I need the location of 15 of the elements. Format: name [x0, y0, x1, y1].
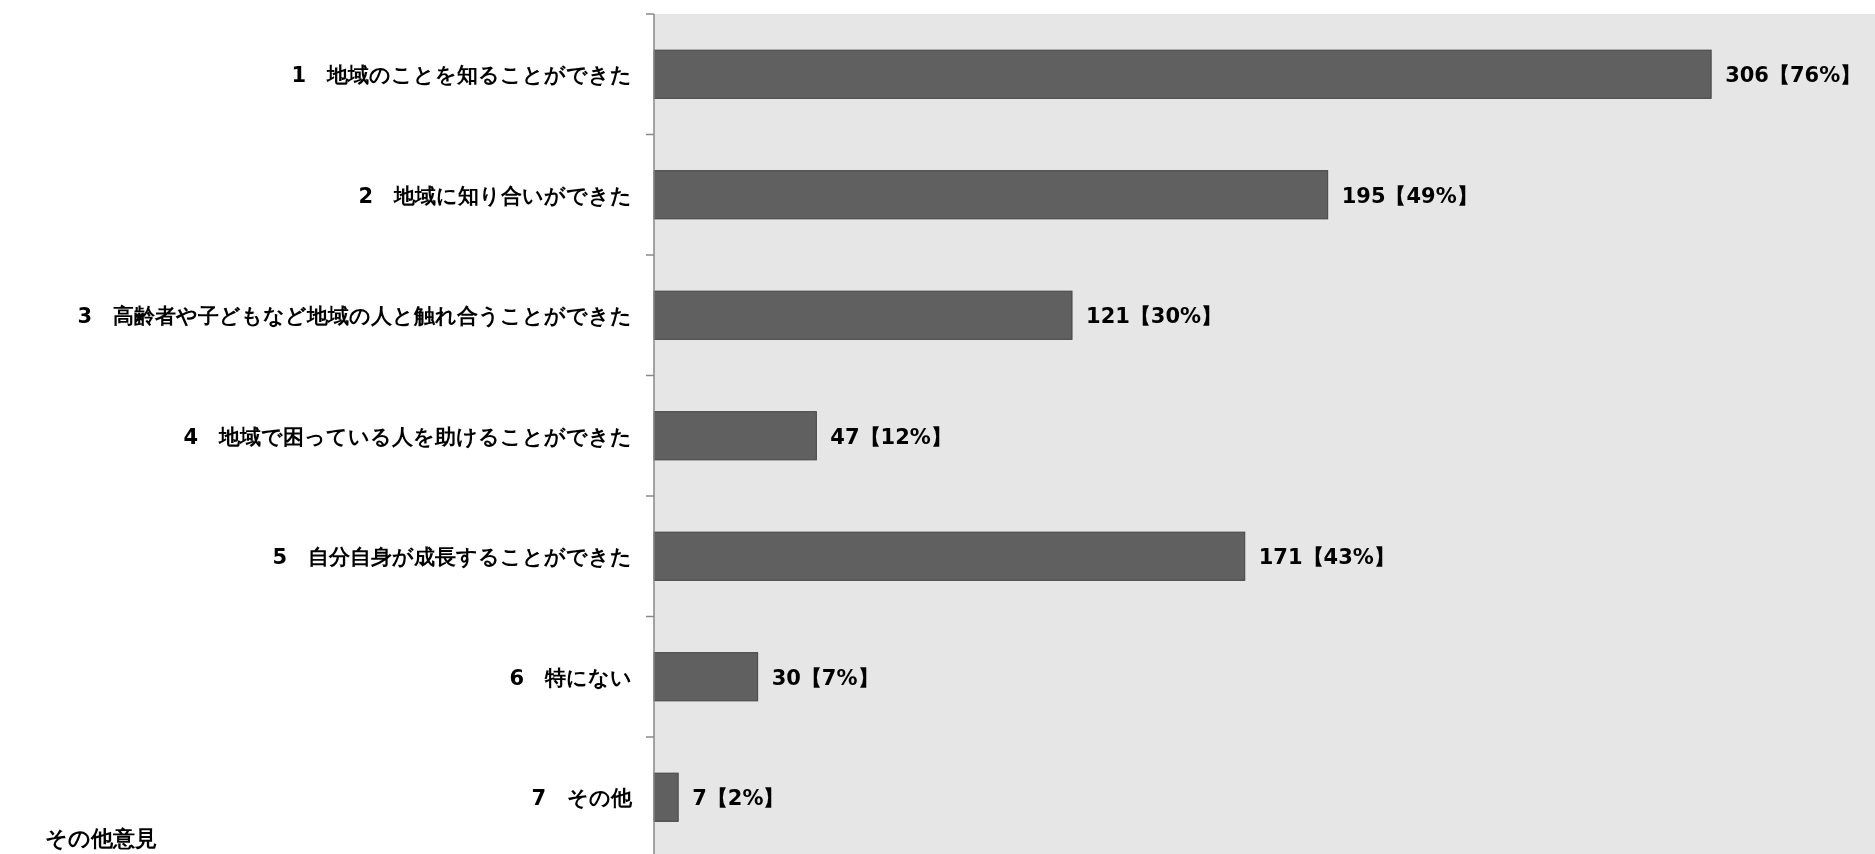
data-label: 30【7%】 — [771, 665, 879, 690]
data-label: 171【43%】 — [1258, 545, 1395, 570]
data-label: 47【12%】 — [830, 424, 952, 449]
data-label: 121【30%】 — [1086, 304, 1223, 329]
y-tick-label: 3 高齢者や子どもなど地域の人と触れ合うことができた — [77, 304, 632, 329]
y-tick-label: 6 特にない — [509, 665, 632, 690]
data-label: 195【49%】 — [1341, 183, 1478, 208]
data-label: 306【76%】 — [1725, 63, 1862, 88]
data-label: 7【2%】 — [692, 786, 785, 811]
y-tick-label: 4 地域で困っている人を助けることができた — [183, 424, 632, 449]
y-tick-label: 5 自分自身が成長することができた — [272, 545, 632, 570]
y-tick-label: 1 地域のことを知ることができた — [291, 63, 632, 88]
y-tick-label: 2 地域に知り合いができた — [358, 183, 632, 208]
text: その他意見 — [45, 826, 157, 851]
y-tick-label: 7 その他 — [531, 786, 633, 811]
